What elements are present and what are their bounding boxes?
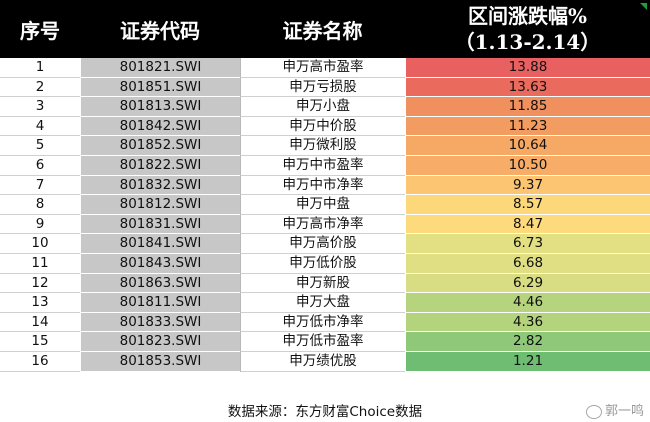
cell-code: 801863.SWI — [80, 273, 240, 294]
cell-change: 10.64 — [405, 136, 650, 156]
table-row: 9 801831.SWI 申万高市净率 8.47 — [0, 214, 650, 235]
cell-change: 13.88 — [405, 58, 650, 78]
cell-index: 7 — [0, 175, 80, 196]
cell-code: 801823.SWI — [80, 332, 240, 352]
header-index: 序号 — [20, 18, 60, 43]
cell-code: 801841.SWI — [80, 234, 240, 254]
cell-change: 6.73 — [405, 234, 650, 254]
cell-code: 801821.SWI — [80, 58, 240, 78]
footer: 数据来源：东方财富Choice数据 郭一鸣 — [0, 402, 650, 422]
cell-change: 2.82 — [405, 332, 650, 352]
table-row: 7 801832.SWI 申万中市净率 9.37 — [0, 175, 650, 196]
table-row: 5 801852.SWI 申万微利股 10.64 — [0, 136, 650, 156]
cell-index: 14 — [0, 312, 80, 333]
cell-index: 16 — [0, 351, 80, 372]
watermark-text: 郭一鸣 — [604, 404, 644, 419]
table-row: 16 801853.SWI 申万绩优股 1.21 — [0, 351, 650, 372]
cell-index: 1 — [0, 58, 80, 78]
table-row: 10 801841.SWI 申万高价股 6.73 — [0, 234, 650, 254]
header-change-title: 区间涨跌幅% — [467, 4, 587, 28]
cell-code: 801832.SWI — [80, 175, 240, 196]
cell-name: 申万大盘 — [240, 293, 405, 313]
cell-index: 2 — [0, 77, 80, 98]
table-row: 13 801811.SWI 申万大盘 4.46 — [0, 293, 650, 313]
cell-change: 11.23 — [405, 116, 650, 137]
cell-name: 申万低价股 — [240, 253, 405, 274]
cell-change: 8.47 — [405, 214, 650, 235]
cell-name: 申万高市盈率 — [240, 58, 405, 78]
cell-index: 10 — [0, 234, 80, 254]
cell-name: 申万低市盈率 — [240, 332, 405, 352]
cell-code: 801822.SWI — [80, 155, 240, 176]
weibo-icon — [585, 405, 602, 419]
cell-change: 10.50 — [405, 155, 650, 176]
cell-code: 801811.SWI — [80, 293, 240, 313]
cell-change: 9.37 — [405, 175, 650, 196]
table-row: 11 801843.SWI 申万低价股 6.68 — [0, 253, 650, 274]
table-row: 12 801863.SWI 申万新股 6.29 — [0, 273, 650, 294]
table-row: 2 801851.SWI 申万亏损股 13.63 — [0, 77, 650, 98]
cell-name: 申万中市净率 — [240, 175, 405, 196]
cell-index: 3 — [0, 97, 80, 117]
cell-change: 6.29 — [405, 273, 650, 294]
table-body: 1 801821.SWI 申万高市盈率 13.88 2 801851.SWI 申万亏损股 13… — [0, 58, 650, 372]
cell-code: 801812.SWI — [80, 195, 240, 215]
table-row: 3 801813.SWI 申万小盘 11.85 — [0, 97, 650, 117]
cell-change: 11.85 — [405, 97, 650, 117]
corner-marker — [640, 3, 647, 10]
cell-change: 4.36 — [405, 312, 650, 333]
watermark: 郭一鸣 — [585, 402, 644, 422]
cell-index: 9 — [0, 214, 80, 235]
cell-code: 801843.SWI — [80, 253, 240, 274]
cell-change: 6.68 — [405, 253, 650, 274]
cell-change: 13.63 — [405, 77, 650, 98]
data-table: 序号 证券代码 证券名称 区间涨跌幅% （1.13-2.14） 1 801821.… — [0, 0, 650, 372]
header-code: 证券代码 — [120, 18, 200, 43]
cell-name: 申万高价股 — [240, 234, 405, 254]
cell-name: 申万亏损股 — [240, 77, 405, 98]
cell-index: 12 — [0, 273, 80, 294]
cell-code: 801831.SWI — [80, 214, 240, 235]
table-row: 8 801812.SWI 申万中盘 8.57 — [0, 195, 650, 215]
table-header: 序号 证券代码 证券名称 区间涨跌幅% （1.13-2.14） — [0, 0, 650, 58]
cell-index: 6 — [0, 155, 80, 176]
header-change-period: （1.13-2.14） — [454, 30, 601, 54]
header-name: 证券名称 — [282, 18, 363, 43]
cell-name: 申万高市净率 — [240, 214, 405, 235]
cell-index: 15 — [0, 332, 80, 352]
cell-index: 4 — [0, 116, 80, 137]
cell-code: 801851.SWI — [80, 77, 240, 98]
cell-index: 11 — [0, 253, 80, 274]
cell-name: 申万低市净率 — [240, 312, 405, 333]
table-row: 1 801821.SWI 申万高市盈率 13.88 — [0, 58, 650, 78]
cell-index: 8 — [0, 195, 80, 215]
cell-code: 801853.SWI — [80, 351, 240, 372]
table-row: 6 801822.SWI 申万中市盈率 10.50 — [0, 155, 650, 176]
cell-name: 申万小盘 — [240, 97, 405, 117]
cell-code: 801842.SWI — [80, 116, 240, 137]
data-source: 数据来源：东方财富Choice数据 — [227, 404, 423, 420]
cell-code: 801813.SWI — [80, 97, 240, 117]
cell-name: 申万中市盈率 — [240, 155, 405, 176]
cell-name: 申万新股 — [240, 273, 405, 294]
cell-name: 申万绩优股 — [240, 351, 405, 372]
cell-change: 1.21 — [405, 351, 650, 372]
cell-change: 4.46 — [405, 293, 650, 313]
cell-code: 801852.SWI — [80, 136, 240, 156]
cell-name: 申万微利股 — [240, 136, 405, 156]
cell-change: 8.57 — [405, 195, 650, 215]
table-row: 14 801833.SWI 申万低市净率 4.36 — [0, 312, 650, 333]
cell-code: 801833.SWI — [80, 312, 240, 333]
cell-index: 5 — [0, 136, 80, 156]
table-row: 15 801823.SWI 申万低市盈率 2.82 — [0, 332, 650, 352]
cell-name: 申万中价股 — [240, 116, 405, 137]
cell-index: 13 — [0, 293, 80, 313]
table-row: 4 801842.SWI 申万中价股 11.23 — [0, 116, 650, 137]
header-change: 区间涨跌幅% （1.13-2.14） — [405, 0, 650, 58]
cell-name: 申万中盘 — [240, 195, 405, 215]
